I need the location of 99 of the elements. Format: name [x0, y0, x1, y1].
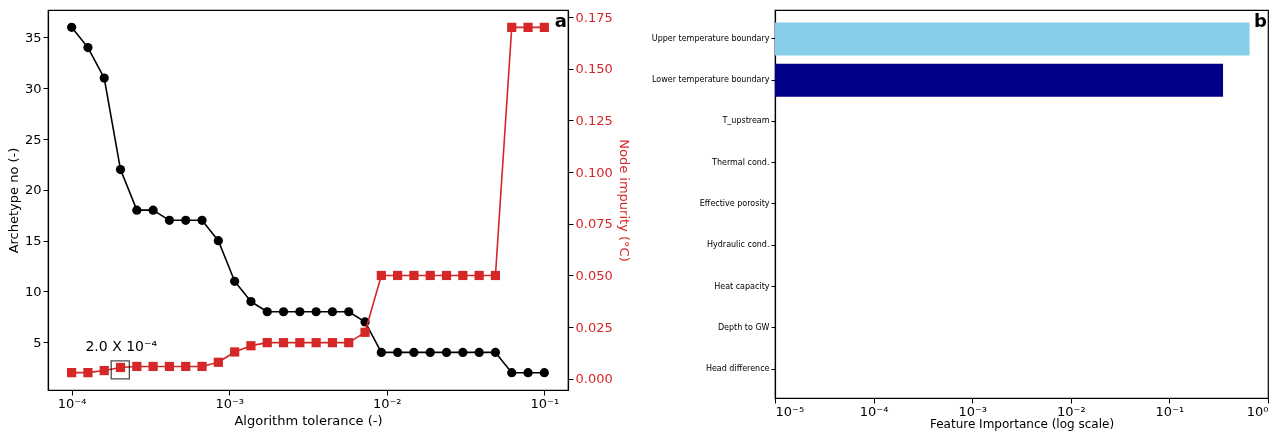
- y-tick-label: 25: [24, 131, 42, 147]
- point: [295, 307, 305, 317]
- y-tick-label: 30: [24, 80, 42, 96]
- x-tick-label: 10⁻¹: [1155, 403, 1185, 419]
- x-tick-label: 10⁻²: [372, 395, 402, 411]
- point: [230, 347, 240, 357]
- point: [246, 341, 256, 351]
- point: [132, 361, 142, 372]
- point: [197, 215, 207, 225]
- point: [181, 361, 191, 372]
- point: [99, 365, 109, 376]
- point: [311, 307, 321, 317]
- point: [490, 347, 501, 358]
- y2-tick-label: 0.000: [575, 371, 613, 387]
- point: [393, 347, 403, 358]
- x-tick-label: 10⁰: [1246, 403, 1269, 419]
- point: [132, 205, 142, 215]
- x-axis-title: Algorithm tolerance (-): [234, 412, 383, 428]
- y-tick-label: 35: [24, 29, 42, 45]
- point: [523, 368, 533, 378]
- point: [67, 368, 77, 378]
- point: [376, 270, 386, 281]
- y2-tick-label: 0.175: [575, 9, 613, 25]
- y-tick-label: Head difference: [705, 364, 770, 374]
- point: [539, 368, 549, 378]
- y-tick-label: 5: [33, 334, 42, 350]
- x-tick-label: 10⁻³: [958, 403, 988, 419]
- point: [295, 338, 305, 348]
- y-tick-label: 15: [24, 233, 42, 249]
- point: [213, 236, 223, 246]
- point: [262, 338, 272, 348]
- point: [393, 270, 403, 281]
- y2-axis-title: Node impurity (°C): [616, 139, 632, 262]
- point: [474, 270, 484, 281]
- annotation: a: [554, 10, 567, 31]
- x-tick-label: 10⁻¹: [530, 395, 560, 411]
- point: [474, 347, 484, 358]
- point: [83, 368, 93, 378]
- point: [278, 307, 289, 317]
- point: [327, 307, 338, 317]
- y-tick-label: Effective porosity: [699, 199, 770, 208]
- annotation: b: [1254, 10, 1268, 31]
- x-tick-label: 10⁻³: [215, 395, 245, 411]
- point: [490, 270, 501, 281]
- point: [115, 164, 126, 175]
- point: [311, 338, 321, 348]
- point: [246, 297, 256, 307]
- y2-tick-label: 0.025: [575, 319, 613, 335]
- y-tick-label: Upper temperature boundary: [651, 33, 770, 43]
- y-tick-label: Depth to GW: [717, 322, 770, 332]
- point: [441, 270, 452, 281]
- point: [360, 327, 370, 337]
- y2-tick-label: 0.125: [575, 112, 613, 128]
- point: [181, 215, 191, 225]
- point: [376, 347, 386, 358]
- point: [539, 22, 549, 32]
- point: [409, 270, 419, 281]
- x-tick-label: 10⁻⁵: [775, 403, 805, 419]
- point: [425, 347, 435, 358]
- point: [458, 270, 468, 281]
- y-tick-label: T_upstream: [721, 116, 770, 126]
- point: [164, 215, 175, 225]
- y-tick-label: Thermal cond.: [711, 157, 770, 167]
- point: [197, 361, 207, 372]
- point: [523, 22, 533, 32]
- x-tick-label: 10⁻²: [1056, 403, 1086, 419]
- y-tick-label: 10: [24, 283, 42, 299]
- point: [409, 347, 419, 358]
- point: [458, 347, 468, 358]
- annotation: 2.0 X 10⁻⁴: [85, 337, 158, 354]
- y2-tick-label: 0.150: [575, 61, 613, 77]
- point: [262, 307, 272, 317]
- y-tick-label: 20: [24, 182, 42, 198]
- y-axis-title: Archetype no (-): [5, 147, 21, 254]
- point: [441, 347, 452, 358]
- point: [67, 22, 77, 32]
- point: [83, 42, 93, 53]
- point: [230, 276, 240, 286]
- point: [278, 338, 289, 348]
- x-tick-label: 10⁻⁴: [859, 403, 889, 419]
- y2-tick-label: 0.075: [575, 216, 613, 232]
- point: [327, 338, 338, 348]
- point: [213, 357, 223, 367]
- point: [164, 361, 175, 372]
- y2-tick-label: 0.100: [575, 164, 613, 180]
- x-tick-label: 10⁻⁴: [57, 395, 87, 411]
- x-axis-title: Feature Importance (log scale): [929, 416, 1115, 431]
- point: [425, 270, 435, 281]
- y-tick-label: Heat capacity: [714, 281, 770, 291]
- y-tick-label: Lower temperature boundary: [652, 75, 770, 85]
- y-tick-label: Hydraulic cond.: [707, 240, 770, 250]
- point: [507, 368, 517, 378]
- y2-tick-label: 0.050: [575, 267, 613, 283]
- point: [344, 307, 354, 317]
- point: [148, 205, 158, 215]
- point: [507, 22, 517, 32]
- point: [148, 361, 158, 372]
- point: [99, 73, 109, 83]
- point: [344, 338, 354, 348]
